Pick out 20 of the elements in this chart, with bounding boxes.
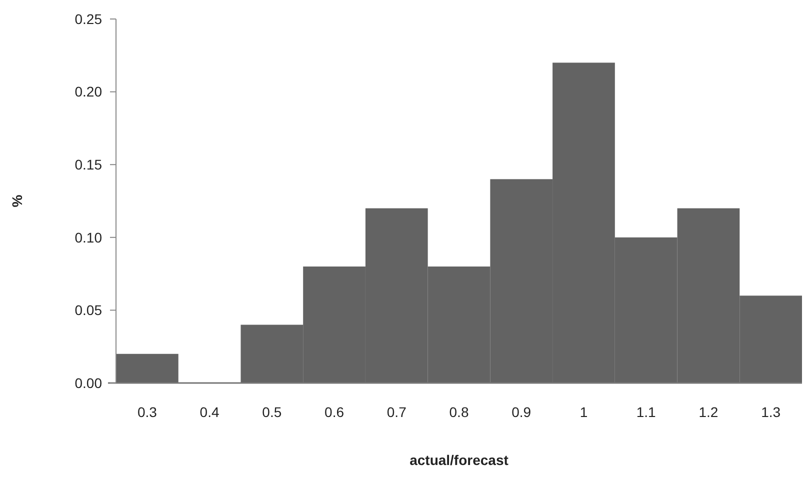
- y-axis-title: %: [9, 194, 25, 208]
- x-tick-label: 1.3: [761, 404, 781, 420]
- y-tick-label: 0.00: [74, 374, 102, 391]
- x-tick-label: 0.4: [200, 404, 220, 420]
- x-tick-label: 1.1: [636, 404, 656, 420]
- x-tick-label: 0.6: [324, 404, 344, 420]
- y-tick-label: 0.20: [74, 84, 102, 100]
- x-tick-label: 1: [580, 404, 588, 420]
- y-tick-label: 0.15: [74, 156, 102, 172]
- x-axis-title: actual/forecast: [410, 452, 509, 468]
- bar: [116, 354, 178, 383]
- x-tick-label: 0.9: [512, 404, 532, 420]
- x-tick-label: 1.2: [698, 404, 718, 420]
- x-tick-label: 0.5: [262, 404, 282, 420]
- x-tick-label: 0.8: [449, 404, 469, 420]
- x-tick-label: 0.7: [386, 404, 407, 420]
- y-tick-label: 0.10: [74, 229, 102, 246]
- y-tick-label: 0.25: [74, 10, 102, 27]
- y-tick-label: 0.05: [74, 302, 102, 318]
- x-tick-label: 0.3: [137, 404, 158, 420]
